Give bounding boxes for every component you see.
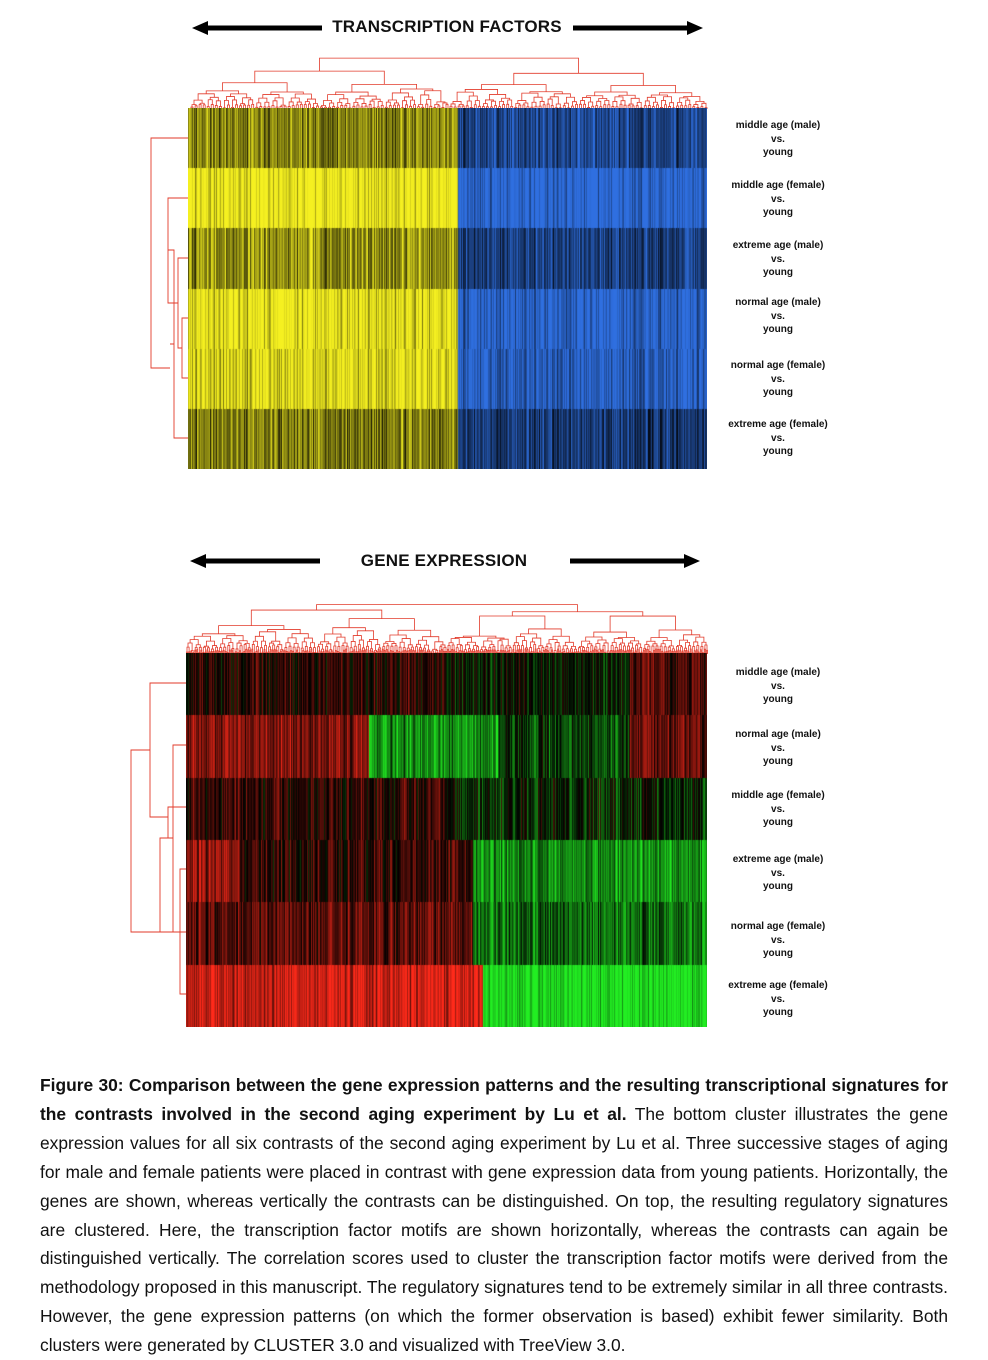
row-label-line2: vs. (771, 680, 785, 692)
top-panel-title: TRANSCRIPTION FACTORS (332, 17, 562, 36)
row-label-line1: middle age (male) (735, 667, 821, 678)
row-label-line1: normal age (male) (735, 297, 821, 308)
bottom-row-dendrogram (130, 682, 188, 995)
row-label-line3: young (763, 324, 793, 335)
row-label-line2: vs. (771, 253, 785, 265)
row-label-line3: young (763, 387, 793, 398)
row-label-line2: vs. (771, 934, 785, 946)
row-label-line1: extreme age (female) (728, 419, 828, 430)
bottom-column-dendrogram (186, 604, 708, 654)
row-label-line2: vs. (771, 310, 785, 322)
row-label: extreme age (male) vs. young (708, 853, 848, 894)
row-label-line3: young (763, 1007, 793, 1018)
bottom-panel-title: GENE EXPRESSION (360, 551, 528, 570)
caption-body: The bottom cluster illustrates the gene … (40, 1103, 948, 1356)
left-arrow-icon (192, 21, 322, 35)
figure-caption: Figure 30: Comparison between the gene e… (40, 1071, 948, 1360)
row-label: extreme age (male) vs. young (708, 239, 848, 280)
row-label-line1: extreme age (male) (732, 240, 824, 251)
row-label-line3: young (763, 817, 793, 828)
row-label-line1: normal age (female) (730, 921, 826, 932)
row-label-line2: vs. (771, 867, 785, 879)
row-label-line1: middle age (male) (735, 120, 821, 131)
row-label-line3: young (763, 207, 793, 218)
row-label: extreme age (female) vs. young (708, 979, 848, 1020)
dendrogram-branches (186, 604, 708, 654)
top-column-dendrogram (190, 57, 708, 109)
row-label-line2: vs. (771, 993, 785, 1005)
row-label-line2: vs. (771, 373, 785, 385)
dendrogram-branches (150, 137, 190, 439)
left-arrow-icon (190, 554, 320, 568)
right-arrow-icon (573, 21, 703, 35)
row-label: extreme age (female) vs. young (708, 418, 848, 459)
row-label: normal age (female) vs. young (708, 920, 848, 961)
row-label-line3: young (763, 881, 793, 892)
top-heatmap (188, 108, 707, 469)
row-label-line2: vs. (771, 193, 785, 205)
row-label: middle age (female) vs. young (708, 179, 848, 220)
dendrogram-branches (130, 682, 188, 995)
row-label-line3: young (763, 948, 793, 959)
row-label-line2: vs. (771, 803, 785, 815)
top-row-dendrogram (150, 137, 190, 439)
row-label-line2: vs. (771, 133, 785, 145)
row-label-line1: normal age (female) (730, 360, 826, 371)
row-label: middle age (male) vs. young (708, 666, 848, 707)
caption-title: Figure 30: Comparison between the gene e… (40, 1075, 948, 1124)
row-label-line1: extreme age (male) (732, 854, 824, 865)
right-arrow-icon (570, 554, 700, 568)
row-label: normal age (male) vs. young (708, 296, 848, 337)
row-label-line3: young (763, 147, 793, 158)
row-label: normal age (female) vs. young (708, 359, 848, 400)
row-label-line3: young (763, 756, 793, 767)
row-label-line1: middle age (female) (731, 180, 825, 191)
row-label-line1: middle age (female) (731, 790, 825, 801)
row-label-line3: young (763, 267, 793, 278)
row-label-line2: vs. (771, 432, 785, 444)
row-label-line3: young (763, 694, 793, 705)
row-label-line2: vs. (771, 742, 785, 754)
row-label-line3: young (763, 446, 793, 457)
row-label: middle age (female) vs. young (708, 789, 848, 830)
row-label-line1: extreme age (female) (728, 980, 828, 991)
bottom-heatmap (186, 653, 707, 1027)
row-label-line1: normal age (male) (735, 729, 821, 740)
dendrogram-branches (190, 57, 708, 109)
row-label: middle age (male) vs. young (708, 119, 848, 160)
row-label: normal age (male) vs. young (708, 728, 848, 769)
